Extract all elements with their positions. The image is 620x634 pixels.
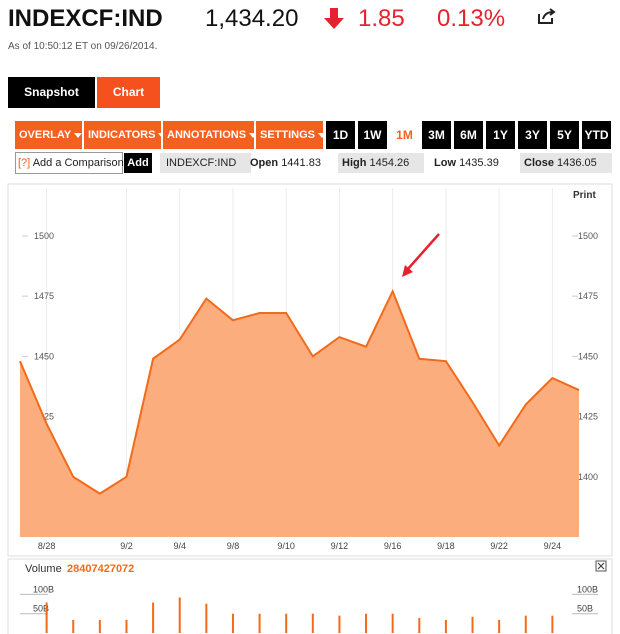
volume-bar — [45, 602, 48, 633]
range-button[interactable]: 1W — [358, 121, 387, 149]
volume-bar — [391, 613, 394, 633]
x-tick-label: 9/2 — [120, 541, 133, 551]
value: 1441.83 — [281, 157, 321, 169]
label: Low — [434, 157, 456, 169]
volume-bar — [285, 613, 288, 633]
range-button[interactable]: 3M — [422, 121, 451, 149]
volume-bar — [231, 613, 234, 633]
menu[interactable]: ANNOTATIONS — [163, 121, 254, 149]
volume-bar — [205, 603, 208, 633]
volume-bar — [365, 613, 368, 633]
tab[interactable]: Chart — [97, 77, 160, 108]
volume-bar — [498, 619, 501, 633]
y-tick-label: 1500 — [34, 231, 54, 241]
line — [19, 288, 580, 495]
y2-tick-label: 100B — [577, 584, 598, 594]
change: 1.85 — [358, 5, 405, 32]
x-tick-label: 8/28 — [38, 541, 56, 551]
y-tick-label: 1450 — [34, 351, 54, 361]
volume-bar — [418, 617, 421, 633]
menu[interactable]: INDICATORS — [84, 121, 161, 149]
menu[interactable]: SETTINGS — [256, 121, 323, 149]
menu[interactable]: OVERLAY — [15, 121, 82, 149]
down-arrow — [324, 8, 344, 29]
x-tick-label: 9/22 — [490, 541, 508, 551]
label: Close — [524, 157, 554, 169]
volume-panel — [7, 558, 613, 634]
comparison-input[interactable]: [?] Add a Comparison — [15, 152, 124, 174]
value: 1454.26 — [369, 157, 410, 169]
volume-label: Volume — [25, 563, 62, 575]
y2-tick-label: 50B — [577, 604, 593, 614]
label: Open — [250, 157, 279, 169]
volume-bar — [258, 613, 261, 633]
y2-tick-label: 1425 — [578, 412, 598, 422]
x-tick-label: 9/18 — [437, 541, 455, 551]
area — [20, 291, 579, 537]
help[interactable]: [?] — [18, 157, 31, 169]
timestamp: As of 10:50:12 ET on 09/26/2014. — [8, 41, 158, 52]
volume-bar — [551, 615, 554, 633]
y-tick-label: 50B — [33, 604, 49, 614]
range-button[interactable]: 5Y — [550, 121, 579, 149]
range-button[interactable]: YTD — [582, 121, 611, 149]
symbol: INDEXCF:IND — [8, 5, 163, 32]
y2-tick-label: 1400 — [578, 472, 598, 482]
y-tick-label: 1475 — [34, 291, 54, 301]
value: 1436.05 — [557, 157, 597, 169]
range-button[interactable]: 1Y — [486, 121, 515, 149]
low: Low 1435.39 — [434, 153, 499, 173]
range-button[interactable]: 1M — [390, 121, 419, 149]
value: 1435.39 — [459, 157, 499, 169]
x-tick-label: 9/4 — [173, 541, 186, 551]
open: Open 1441.83 — [250, 153, 321, 173]
print[interactable]: Print — [573, 190, 596, 201]
volume-bar — [338, 615, 341, 633]
placeholder: Add a Comparison — [32, 157, 124, 169]
add-button[interactable]: Add — [124, 153, 152, 173]
volume-bar — [152, 602, 155, 633]
volume-bar — [311, 613, 314, 633]
share-icon[interactable] — [538, 8, 556, 24]
volume-bar — [471, 616, 474, 633]
x-tick-label: 9/12 — [331, 541, 349, 551]
volume-bar — [72, 619, 75, 633]
volume-bar — [98, 619, 101, 633]
change-pct: 0.13% — [437, 5, 506, 32]
close-icon — [597, 562, 605, 570]
x-tick-label: 9/24 — [544, 541, 562, 551]
range-button[interactable]: 3Y — [518, 121, 547, 149]
y2-tick-label: 1475 — [578, 291, 598, 301]
range-button[interactable]: 6M — [454, 121, 483, 149]
y2-tick-label: 1500 — [578, 231, 598, 241]
y-tick-label: 100B — [33, 584, 54, 594]
x-tick-label: 9/16 — [384, 541, 402, 551]
volume-total: 28407427072 — [67, 563, 135, 575]
x-tick-label: 9/8 — [227, 541, 240, 551]
high: High 1454.26 — [338, 153, 424, 173]
price: 1,434.20 — [205, 5, 299, 32]
label: High — [342, 157, 367, 169]
volume-bar — [444, 619, 447, 633]
range-button[interactable]: 1D — [326, 121, 355, 149]
x-tick-label: 9/10 — [277, 541, 295, 551]
quote-symbol: INDEXCF:IND — [160, 153, 251, 173]
volume-bar — [125, 619, 128, 633]
volume-bar — [178, 597, 181, 633]
annotation-arrow — [402, 233, 440, 277]
y2-tick-label: 1450 — [578, 351, 598, 361]
tab[interactable]: Snapshot — [8, 77, 95, 108]
close: Close 1436.05 — [520, 153, 612, 173]
volume-bar — [524, 615, 527, 633]
